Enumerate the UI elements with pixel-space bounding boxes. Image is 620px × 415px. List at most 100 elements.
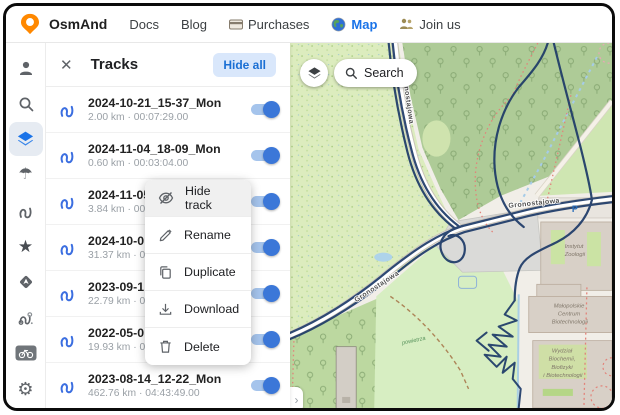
track-stats: 3.84 km · 00	[88, 204, 146, 215]
building-small-sw	[335, 346, 357, 408]
osmand-pin-icon	[20, 13, 40, 35]
search-label: Search	[364, 66, 404, 80]
track-route-icon	[60, 151, 74, 164]
tracks-panel-header: ✕ Tracks Hide all	[46, 43, 290, 87]
track-name: 2024-11-04_18-09_Mon	[88, 142, 221, 156]
brand-name: OsmAnd	[49, 16, 108, 32]
map-clearing	[422, 120, 451, 157]
track-route-icon	[60, 105, 74, 118]
sidebar-item-tracks[interactable]	[9, 194, 43, 228]
sidebar-item-weather[interactable]: ☂	[9, 158, 43, 192]
track-name: 2024-11-05	[88, 188, 151, 202]
track-row[interactable]: 2024-11-04_18-09_Mon 0.60 km · 00:03:04.…	[46, 133, 290, 179]
track-visibility-toggle[interactable]	[251, 238, 280, 256]
trail-red-dotted	[474, 43, 539, 233]
track-row[interactable]: 2023-08-14_12-22_Mon 462.76 km · 04:43:4…	[46, 363, 290, 408]
sidebar-item-navigation[interactable]	[9, 265, 43, 299]
osmand-logo[interactable]: OsmAnd	[19, 13, 107, 35]
trail-blue-dashed	[519, 56, 598, 203]
building-mcb	[528, 295, 612, 333]
nav-blog[interactable]: Blog	[180, 16, 207, 32]
track-route-icon	[60, 289, 74, 302]
map-pond	[374, 252, 393, 262]
route-icon	[19, 207, 31, 218]
panel-collapse-handle[interactable]: ›	[290, 387, 303, 408]
building-courtyard	[586, 232, 601, 267]
map-canvas[interactable]: Gronostajowa Gronostajowa Gronostajowa P…	[290, 43, 612, 408]
sidebar-item-layers[interactable]	[8, 122, 43, 157]
chevron-right-icon: ›	[294, 393, 299, 407]
track-visibility-toggle[interactable]	[251, 376, 280, 394]
browser-window: OsmAnd Docs Blog Purchases Map Join us	[3, 3, 615, 411]
menu-item-delete[interactable]: Delete	[145, 328, 251, 365]
track-stats: 2.00 km · 00:07:29.00	[88, 112, 189, 123]
sidebar-item-settings[interactable]: ⚙	[9, 372, 43, 406]
sidebar-item-travel[interactable]	[9, 337, 43, 371]
plan-route-icon	[18, 311, 33, 325]
top-navbar: OsmAnd Docs Blog Purchases Map Join us	[6, 6, 612, 43]
nav-docs[interactable]: Docs	[129, 16, 159, 32]
map-layers-button[interactable]	[300, 59, 328, 87]
layers-icon	[17, 131, 34, 146]
menu-item-download[interactable]: Download	[145, 291, 251, 328]
nav-join-us[interactable]: Join us	[399, 17, 461, 32]
globe-icon	[332, 17, 346, 31]
track-visibility-toggle[interactable]	[251, 192, 280, 210]
menu-item-hide-track[interactable]: Hide track	[145, 180, 251, 217]
label-instytut-zoologii: Instytut Zoologii	[564, 244, 586, 258]
sidebar-item-favorites[interactable]: ★	[9, 230, 43, 264]
track-route-icon	[60, 335, 74, 348]
road-gronostajowa	[290, 195, 612, 338]
track-stats: 462.76 km · 04:43:49.00	[88, 388, 200, 399]
nav-purchases[interactable]: Purchases	[229, 17, 309, 32]
sidebar-item-plan-route[interactable]	[9, 301, 43, 335]
menu-item-rename[interactable]: Rename	[145, 217, 251, 254]
sidebar-item-account[interactable]	[9, 51, 43, 85]
left-sidebar: ☂ ★	[6, 43, 46, 408]
track-visibility-toggle[interactable]	[251, 330, 280, 348]
map-controls: Search	[300, 59, 417, 87]
track-route-icon	[60, 197, 74, 210]
close-icon[interactable]: ✕	[60, 56, 73, 74]
track-stats: 31.37 km · 0	[88, 250, 146, 261]
map-meadow-area	[374, 240, 519, 408]
track-stats: 0.60 km · 00:03:04.00	[88, 158, 189, 169]
track-stats: 22.79 km · 0	[88, 296, 146, 307]
track-name: 2023-08-14_12-22_Mon	[88, 372, 222, 386]
star-icon: ★	[17, 236, 34, 256]
parking-icon: P	[572, 204, 578, 214]
download-icon	[159, 303, 172, 315]
track-context-menu: Hide track Rename Duplicate	[145, 180, 251, 365]
map-stream	[516, 294, 520, 408]
track-route-icon	[60, 381, 74, 394]
map-small-parking	[458, 275, 478, 289]
track-visibility-toggle[interactable]	[251, 146, 280, 164]
track-name: 2023-09-1	[88, 280, 145, 294]
track-row[interactable]: 2024-10-21_15-37_Mon 2.00 km · 00:07:29.…	[46, 87, 290, 133]
tracks-panel: ✕ Tracks Hide all 2024-10-21_15-37_Mon 2…	[46, 43, 290, 408]
search-icon	[345, 67, 357, 79]
track-name: 2022-05-0	[88, 326, 145, 340]
join-us-icon	[400, 18, 414, 29]
track-name: 2024-10-0	[88, 234, 145, 248]
duplicate-icon	[160, 265, 171, 279]
label-mcb: Małopolskie Centrum Biotechnologii	[552, 303, 589, 325]
hide-all-button[interactable]: Hide all	[213, 52, 276, 77]
map-view[interactable]: Gronostajowa Gronostajowa Gronostajowa P…	[290, 43, 612, 408]
search-icon	[19, 97, 33, 111]
track-visibility-toggle[interactable]	[251, 284, 280, 302]
nav-map[interactable]: Map	[331, 17, 377, 32]
purchases-icon	[229, 19, 243, 29]
gear-icon: ⚙	[17, 379, 34, 400]
menu-item-duplicate[interactable]: Duplicate	[145, 254, 251, 291]
map-layers-icon	[307, 66, 321, 79]
track-route-icon	[60, 243, 74, 256]
sidebar-item-search[interactable]	[9, 87, 43, 121]
account-icon	[19, 61, 32, 75]
building-courtyard	[550, 230, 565, 265]
map-search-box[interactable]: Search	[334, 59, 417, 87]
track-visibility-toggle[interactable]	[251, 100, 280, 118]
eye-off-icon	[158, 192, 174, 204]
trail-brown-dashed	[389, 295, 470, 390]
panel-title: Tracks	[90, 56, 139, 73]
